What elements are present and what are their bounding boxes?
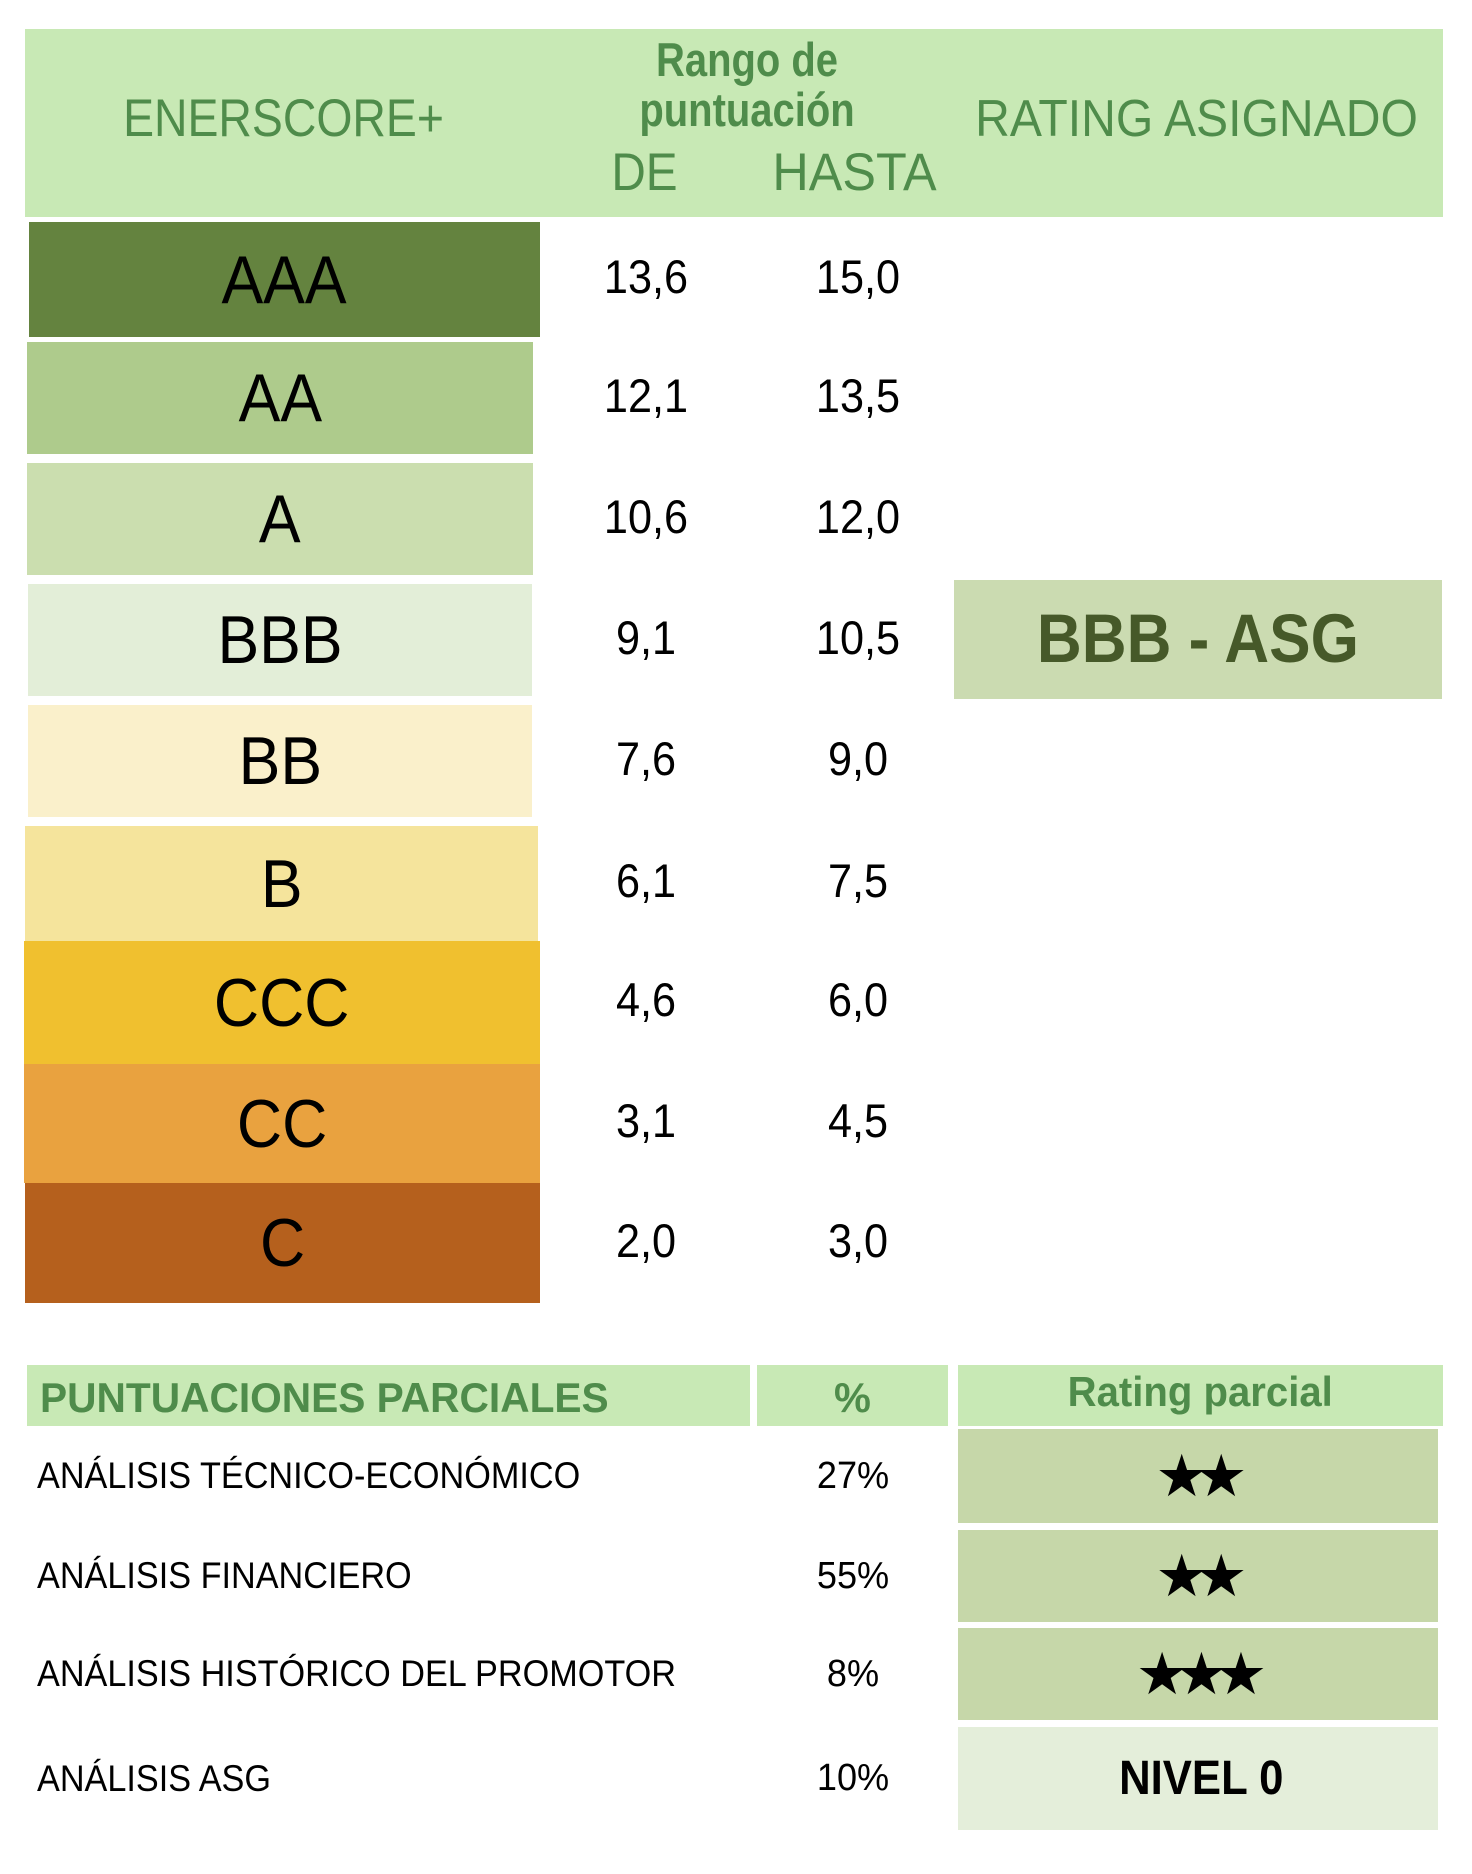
score-from: 6,1 xyxy=(615,854,677,907)
rating-row-aaa: AAA 13,6 15,0 xyxy=(0,222,1472,337)
score-table-header xyxy=(25,29,1443,217)
assigned-rating-column-header: RATING ASIGNADO xyxy=(975,90,1418,148)
analysis-weight: 8% xyxy=(826,1652,880,1695)
partial-rating-cell: ★★ xyxy=(958,1530,1438,1622)
enerscore-column-header: ENERSCORE+ xyxy=(119,72,447,165)
analysis-weight: 27% xyxy=(816,1454,890,1497)
rating-band-bbb: BBB xyxy=(28,584,532,696)
rating-band-cc: CC xyxy=(24,1064,540,1183)
score-to: 15,0 xyxy=(815,250,901,303)
band-grade-label: CC xyxy=(236,1085,328,1162)
band-grade-label: CCC xyxy=(214,964,350,1041)
analysis-weight: 10% xyxy=(816,1757,890,1799)
partial-score-row: ANÁLISIS TÉCNICO-ECONÓMICO 27% ★★ xyxy=(0,1429,1472,1523)
analysis-label: ANÁLISIS HISTÓRICO DEL PROMOTOR xyxy=(37,1653,676,1694)
score-to: 13,5 xyxy=(815,368,901,422)
score-to: 12,0 xyxy=(815,489,901,543)
star-rating: ★★★ xyxy=(1135,1640,1267,1708)
score-to: 7,5 xyxy=(827,854,889,907)
rating-band-c: C xyxy=(25,1183,540,1303)
analysis-label: ANÁLISIS TÉCNICO-ECONÓMICO xyxy=(37,1455,581,1496)
rating-band-ccc: CCC xyxy=(24,941,540,1064)
band-grade-label: AA xyxy=(238,360,322,436)
score-to: 9,0 xyxy=(827,731,889,785)
rating-band-b: B xyxy=(25,826,538,941)
band-grade-label: C xyxy=(259,1205,306,1281)
level-rating: NIVEL 0 xyxy=(1119,1752,1284,1805)
partial-score-row: ANÁLISIS FINANCIERO 55% ★★ xyxy=(0,1530,1472,1622)
score-from: 2,0 xyxy=(615,1213,677,1267)
range-column-header: Rango de puntuación xyxy=(628,34,866,136)
score-from: 13,6 xyxy=(603,250,689,303)
rating-row-ccc: CCC 4,6 6,0 xyxy=(0,941,1472,1064)
rating-band-aaa: AAA xyxy=(29,222,540,337)
score-to: 10,5 xyxy=(815,610,901,664)
band-grade-label: A xyxy=(259,481,301,557)
range-label-line1: Rango de xyxy=(655,33,839,86)
star-rating: ★★ xyxy=(1155,1542,1248,1610)
to-column-header: HASTA xyxy=(772,142,937,202)
partial-rating-cell: ★★★ xyxy=(958,1628,1438,1720)
rating-row-c: C 2,0 3,0 xyxy=(0,1183,1472,1303)
partial-score-row: ANÁLISIS ASG 10% NIVEL 0 xyxy=(0,1727,1472,1830)
rating-row-aa: AA 12,1 13,5 xyxy=(0,342,1472,454)
rating-band-bb: BB xyxy=(28,705,532,817)
percent-column-header: % xyxy=(757,1365,948,1426)
analysis-weight: 55% xyxy=(816,1554,890,1597)
band-grade-label: BBB xyxy=(217,602,343,678)
score-to: 6,0 xyxy=(827,973,889,1026)
partial-score-row: ANÁLISIS HISTÓRICO DEL PROMOTOR 8% ★★★ xyxy=(0,1628,1472,1720)
rating-band-a: A xyxy=(27,463,533,575)
score-to: 4,5 xyxy=(827,1094,889,1147)
rating-band-aa: AA xyxy=(27,342,533,454)
rating-row-b: B 6,1 7,5 xyxy=(0,826,1472,941)
band-grade-label: AAA xyxy=(221,241,348,318)
score-from: 7,6 xyxy=(615,731,677,785)
partial-scores-title-cell: PUNTUACIONES PARCIALES xyxy=(27,1365,750,1426)
rating-row-bb: BB 7,6 9,0 xyxy=(0,705,1472,817)
assigned-rating-badge: BBB - ASG xyxy=(954,580,1442,699)
score-to: 3,0 xyxy=(827,1213,889,1267)
score-from: 12,1 xyxy=(603,368,689,422)
analysis-label: ANÁLISIS FINANCIERO xyxy=(37,1555,412,1596)
partial-rating-cell: NIVEL 0 xyxy=(958,1727,1438,1830)
rating-row-a: A 10,6 12,0 xyxy=(0,463,1472,575)
assigned-rating-value: BBB - ASG xyxy=(1036,600,1360,677)
score-from: 3,1 xyxy=(615,1094,677,1147)
from-column-header: DE xyxy=(611,142,678,202)
enerscore-label: ENERSCORE+ xyxy=(123,89,444,148)
analysis-label: ANÁLISIS ASG xyxy=(37,1757,271,1799)
band-grade-label: BB xyxy=(238,723,322,799)
star-rating: ★★ xyxy=(1155,1442,1248,1510)
score-from: 9,1 xyxy=(615,610,677,664)
rating-row-cc: CC 3,1 4,5 xyxy=(0,1064,1472,1183)
range-label-line2: puntuación xyxy=(639,83,855,136)
rating-row-bbb: BBB 9,1 10,5 xyxy=(0,584,1472,696)
score-from: 10,6 xyxy=(603,489,689,543)
partial-rating-cell: ★★ xyxy=(958,1429,1438,1523)
score-from: 4,6 xyxy=(615,973,677,1026)
partial-rating-column-header: Rating parcial xyxy=(958,1365,1443,1426)
band-grade-label: B xyxy=(260,845,303,922)
